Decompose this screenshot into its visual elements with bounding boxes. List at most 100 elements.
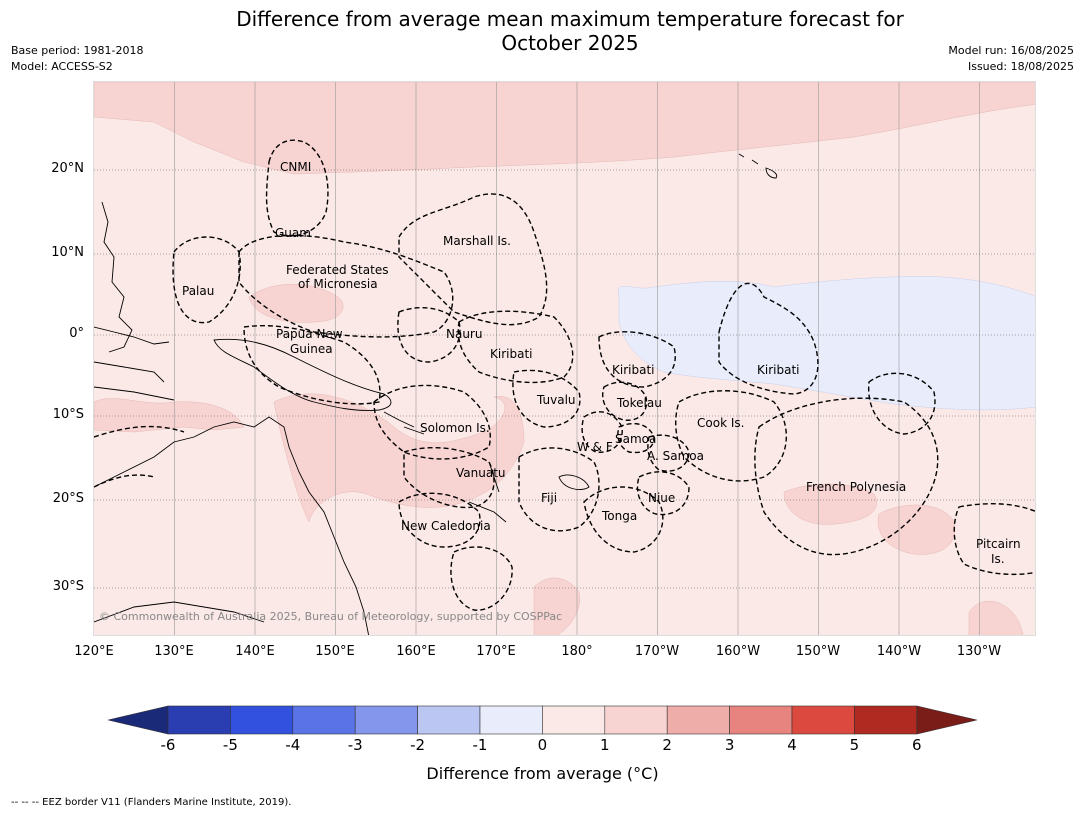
base-period: Base period: 1981-2018 [11, 44, 144, 57]
lon-label-140e: 140°E [235, 644, 275, 659]
eez-png [243, 324, 381, 405]
lon-label-160w: 160°W [715, 644, 761, 659]
anomaly-patch-fp1 [783, 483, 877, 525]
eez-kiribati-e [718, 282, 819, 395]
lon-label-170w: 170°W [634, 644, 680, 659]
model-name: Model: ACCESS-S2 [11, 60, 113, 73]
lat-label-20s: 20°S [52, 491, 84, 506]
colorbar-tick-label: 3 [724, 736, 735, 754]
colorbar-cell [167, 705, 231, 735]
label-pitcairn-2: Is. [991, 552, 1005, 566]
colorbar-cell [542, 705, 606, 735]
lat-label-10n: 10°N [51, 245, 84, 260]
colorbar-cell [791, 705, 855, 735]
anomaly-patch-coral [273, 393, 525, 523]
coast-vanuatu [488, 461, 500, 493]
map-title: Difference from average mean maximum tem… [0, 7, 1085, 55]
lon-label-140w: 140°W [876, 644, 922, 659]
coast-philippines [101, 201, 133, 353]
label-newcal: New Caledonia [401, 519, 491, 533]
forecast-map: CNMI Guam Palau Federated States of Micr… [93, 81, 1036, 636]
anomaly-patch-se2 [968, 601, 1024, 635]
eez-nauru [397, 307, 461, 363]
eez-solomon [373, 384, 491, 460]
colorbar-tick-label: -4 [285, 736, 301, 754]
lat-label-30s: 30°S [52, 579, 84, 594]
eez-niue [636, 471, 690, 516]
colorbar-cells [167, 705, 918, 735]
anomaly-patch-west [94, 398, 245, 433]
colorbar-tick-label: -1 [472, 736, 488, 754]
colorbar-tick-label: 2 [662, 736, 672, 754]
colorbar-cell [230, 705, 294, 735]
eez-fiji [518, 447, 600, 532]
eez-samoa [617, 422, 655, 454]
eez-cnmi [265, 139, 329, 237]
coast-australia [94, 416, 370, 635]
lon-label-130e: 130°E [154, 644, 194, 659]
meta-left: Base period: 1981-2018 Model: ACCESS-S2 [11, 43, 143, 75]
coast-newguinea [213, 338, 392, 411]
lon-label-120e: 120°E [74, 644, 114, 659]
eez-marquesas [868, 372, 936, 435]
model-run: Model run: 16/08/2025 [948, 44, 1074, 57]
colorbar-label: Difference from average (°C) [426, 764, 659, 783]
issued-date: Issued: 18/08/2025 [967, 60, 1074, 73]
label-marshall: Marshall Is. [443, 234, 511, 248]
title-line-2: October 2025 [501, 31, 639, 55]
label-fsm-2: of Micronesia [298, 277, 378, 291]
label-tonga: Tonga [601, 509, 637, 523]
label-png-1: Papua New [276, 327, 343, 341]
colorbar-tick-label: -2 [410, 736, 426, 754]
eez-palau [172, 236, 241, 324]
label-asamoa: A. Samoa [647, 449, 704, 463]
eez-borders [94, 139, 1035, 611]
coastlines [94, 153, 778, 635]
colorbar-low-extension [108, 705, 169, 735]
lat-label-0: 0° [69, 326, 84, 341]
label-frpoly: French Polynesia [806, 480, 906, 494]
colorbar-tick-label: 1 [600, 736, 610, 754]
lon-label-130w: 130°W [956, 644, 1002, 659]
label-pitcairn-1: Pitcairn [976, 537, 1021, 551]
label-fsm-1: Federated States [286, 263, 388, 277]
colorbar-high-extension [916, 705, 978, 735]
copyright-notice: © Commonwealth of Australia 2025, Bureau… [99, 610, 563, 623]
colorbar-cell [729, 705, 793, 735]
label-guam: Guam [275, 226, 311, 240]
label-png-2: Guinea [290, 342, 333, 356]
eez-australia-east [94, 425, 185, 488]
label-niue: Niue [648, 491, 675, 505]
colorbar-cell [604, 705, 668, 735]
label-tuvalu: Tuvalu [536, 393, 576, 407]
eez-vanuatu [403, 447, 495, 509]
title-line-1: Difference from average mean maximum tem… [236, 7, 904, 31]
label-cnmi: CNMI [280, 160, 311, 174]
label-samoa: Samoa [615, 432, 656, 446]
colorbar [108, 705, 978, 735]
anomaly-patch-fp2 [877, 504, 956, 555]
anomaly-band-cool [617, 276, 1035, 411]
label-fiji: Fiji [541, 491, 557, 505]
label-wf: W & F [577, 440, 613, 454]
eez-frpoly [754, 397, 939, 556]
coast-fiji [558, 474, 590, 490]
anomaly-patch-se [533, 577, 581, 635]
label-kiribati-e: Kiribati [757, 363, 799, 377]
eez-fsm [238, 234, 454, 338]
colorbar-tick-label: -6 [160, 736, 176, 754]
eez-tonga [583, 486, 664, 553]
eez-kiribati-c [598, 331, 676, 388]
label-solomon: Solomon Is. [420, 421, 490, 435]
region-labels: CNMI Guam Palau Federated States of Micr… [182, 160, 1021, 566]
colorbar-tick-label: -3 [347, 736, 363, 754]
lat-label-20n: 20°N [51, 161, 84, 176]
lat-label-10s: 10°S [52, 407, 84, 422]
lon-label-160e: 160°E [396, 644, 436, 659]
eez-asamoa [647, 434, 690, 472]
lon-label-180: 180° [561, 644, 593, 659]
colorbar-cell [292, 705, 356, 735]
eez-footnote: -- -- -- EEZ border V11 (Flanders Marine… [11, 797, 292, 808]
colorbar-cell [479, 705, 543, 735]
eez-wf [581, 411, 623, 453]
